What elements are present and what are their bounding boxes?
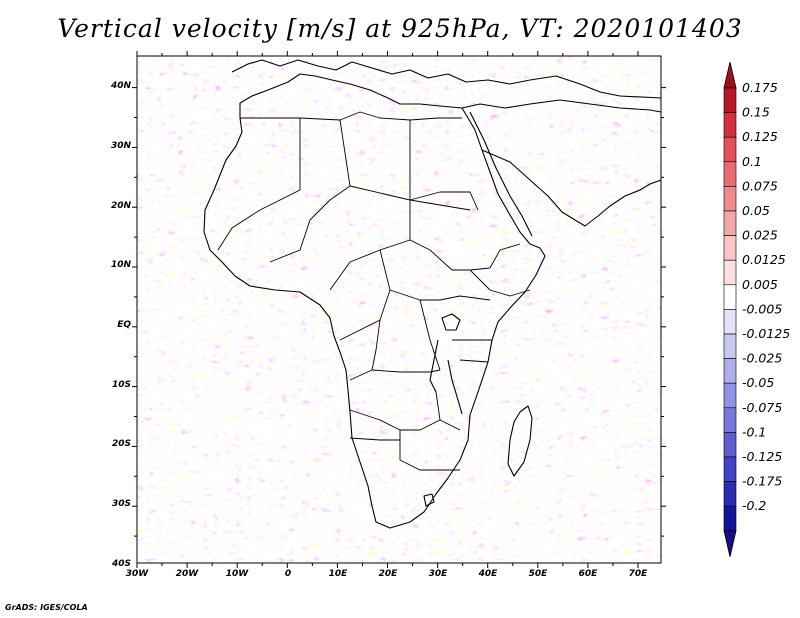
colorbar-segment — [723, 456, 737, 482]
lon-label: 30E — [429, 569, 449, 579]
lon-label: 30W — [126, 569, 150, 579]
lesotho — [423, 493, 435, 507]
colorbar-label: -0.05 — [742, 375, 774, 390]
lon-label: 50E — [529, 569, 549, 579]
colorbar-label: 0.025 — [742, 228, 778, 243]
lon-label: 70E — [629, 569, 649, 579]
colorbar-segment — [723, 161, 737, 187]
colorbar-bottom-arrow — [723, 530, 737, 557]
lon-label: 0 — [285, 569, 291, 579]
colorbar-label: 0.1 — [742, 154, 762, 169]
colorbar-segment — [723, 432, 737, 458]
lake-victoria — [441, 313, 461, 331]
colorbar-segment — [723, 136, 737, 163]
colorbar-segment — [723, 382, 737, 409]
lon-axis-labels: 30W 20W 10W 0 10E 20E 30E 40E 50E 60E 70… — [126, 569, 648, 579]
lat-label: 20N — [111, 201, 132, 211]
colorbar-segment — [723, 407, 737, 433]
lat-label: EQ — [117, 320, 131, 330]
coastline-borders — [203, 59, 661, 529]
colorbar-segment — [723, 284, 737, 310]
lat-label: 40S — [111, 559, 131, 569]
lat-label: 30S — [112, 499, 131, 509]
map-title: Vertical velocity [m/s] at 925hPa, VT: 2… — [57, 14, 743, 43]
colorbar-label: -0.1 — [742, 424, 766, 439]
plot-frame — [136, 55, 662, 564]
colorbar-label: 0.0125 — [742, 252, 786, 267]
colorbar-segment — [723, 186, 737, 212]
colorbar-label: 0.175 — [742, 80, 778, 95]
colorbar-label: 0.05 — [742, 203, 770, 218]
lat-axis-labels: 40N 30N 20N 10N EQ 10S 20S 30S 40S — [110, 81, 132, 569]
africa-coastline — [203, 73, 546, 529]
colorbar-label: -0.125 — [742, 449, 782, 464]
lat-label: 10N — [111, 260, 132, 270]
lon-label: 60E — [579, 569, 599, 579]
colorbar-label: 0.125 — [742, 129, 778, 144]
colorbar-label: -0.2 — [742, 498, 766, 513]
lat-label: 30N — [111, 141, 132, 151]
velocity-field — [137, 56, 661, 563]
colorbar-segment — [723, 112, 737, 138]
lon-label: 40E — [478, 569, 499, 579]
rift-lakes — [429, 339, 463, 415]
colorbar-label: -0.005 — [742, 301, 782, 316]
lat-label: 40N — [110, 81, 132, 91]
colorbar-label: 0.075 — [742, 178, 778, 193]
lat-label: 10S — [112, 380, 131, 390]
borders — [217, 111, 531, 471]
grads-credit: GrADS: IGES/COLA — [5, 603, 88, 612]
colorbar-segment — [723, 333, 737, 359]
lon-label: 10W — [226, 569, 250, 579]
colorbar-segment — [723, 481, 737, 507]
colorbar-label: -0.025 — [742, 351, 782, 366]
colorbar: 0.175 0.15 0.125 0.1 0.075 0.05 0.025 0.0125 0.0… — [723, 61, 790, 557]
colorbar-label: -0.0125 — [742, 326, 790, 341]
lon-label: 20W — [176, 569, 200, 579]
madagascar — [507, 405, 533, 477]
colorbar-segment — [723, 259, 737, 286]
colorbar-label: 0.005 — [742, 277, 778, 292]
colorbar-label: -0.175 — [742, 474, 782, 489]
colorbar-top-arrow — [723, 61, 737, 89]
colorbar-segment — [723, 87, 737, 113]
colorbar-label: -0.075 — [742, 400, 782, 415]
lat-label: 20S — [112, 439, 131, 449]
colorbar-segment — [723, 235, 737, 261]
arabia-coast — [461, 99, 661, 227]
axis-ticks — [132, 51, 666, 568]
colorbar-segment — [723, 358, 737, 384]
colorbar-label: 0.15 — [742, 105, 770, 120]
colorbar-segment — [723, 505, 737, 532]
colorbar-segment — [723, 210, 737, 236]
lon-label: 20E — [379, 569, 399, 579]
europe-coast — [231, 59, 661, 99]
lon-label: 10E — [329, 569, 349, 579]
colorbar-segment — [723, 309, 737, 335]
red-sea — [469, 111, 533, 237]
